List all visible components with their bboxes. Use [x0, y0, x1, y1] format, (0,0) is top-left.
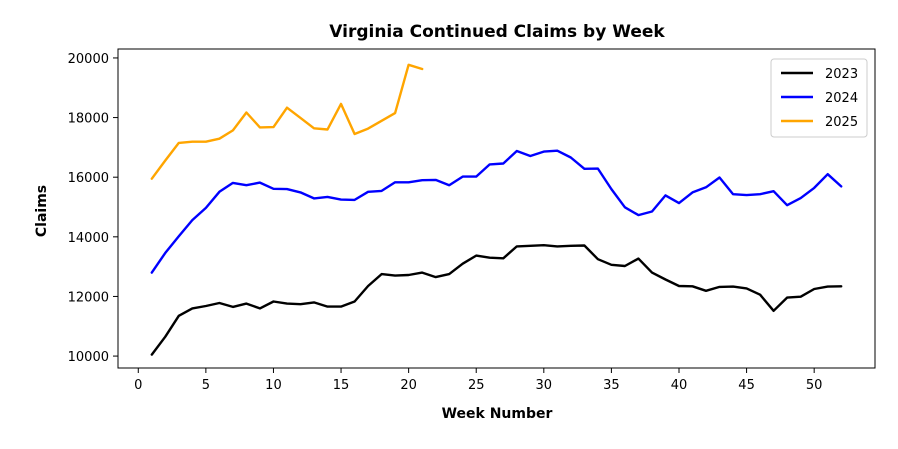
legend-label-2024: 2024 — [825, 91, 858, 106]
legend-label-2025: 2025 — [825, 115, 858, 130]
legend-label-2023: 2023 — [825, 67, 858, 82]
x-tick-label: 50 — [806, 378, 823, 393]
x-tick-label: 25 — [468, 378, 485, 393]
x-tick-label: 0 — [134, 378, 142, 393]
y-tick-label: 10000 — [68, 350, 109, 365]
legend-box — [770, 58, 868, 138]
x-tick-label: 45 — [738, 378, 755, 393]
y-tick-label: 14000 — [68, 231, 109, 246]
legend: 2023 2024 2025 — [770, 58, 868, 138]
x-tick-label: 15 — [333, 378, 350, 393]
x-axis-label: Week Number — [442, 406, 553, 422]
x-tick-label: 30 — [536, 378, 553, 393]
y-tick-label: 16000 — [68, 171, 109, 186]
y-tick-label: 12000 — [68, 290, 109, 305]
series-line-2024 — [150, 149, 843, 274]
y-tick-label: 18000 — [68, 112, 109, 127]
y-tick-label: 20000 — [68, 52, 109, 67]
chart-title: Virginia Continued Claims by Week — [329, 22, 665, 42]
x-tick-label: 5 — [202, 378, 210, 393]
y-axis-label: Claims — [34, 185, 50, 237]
series-line-2025 — [150, 63, 424, 180]
x-tick-label: 20 — [400, 378, 417, 393]
x-tick-label: 10 — [265, 378, 282, 393]
series-line-2023 — [150, 243, 843, 356]
x-tick-label: 40 — [671, 378, 688, 393]
x-tick-label: 35 — [603, 378, 620, 393]
plot-area-frame — [117, 48, 876, 369]
